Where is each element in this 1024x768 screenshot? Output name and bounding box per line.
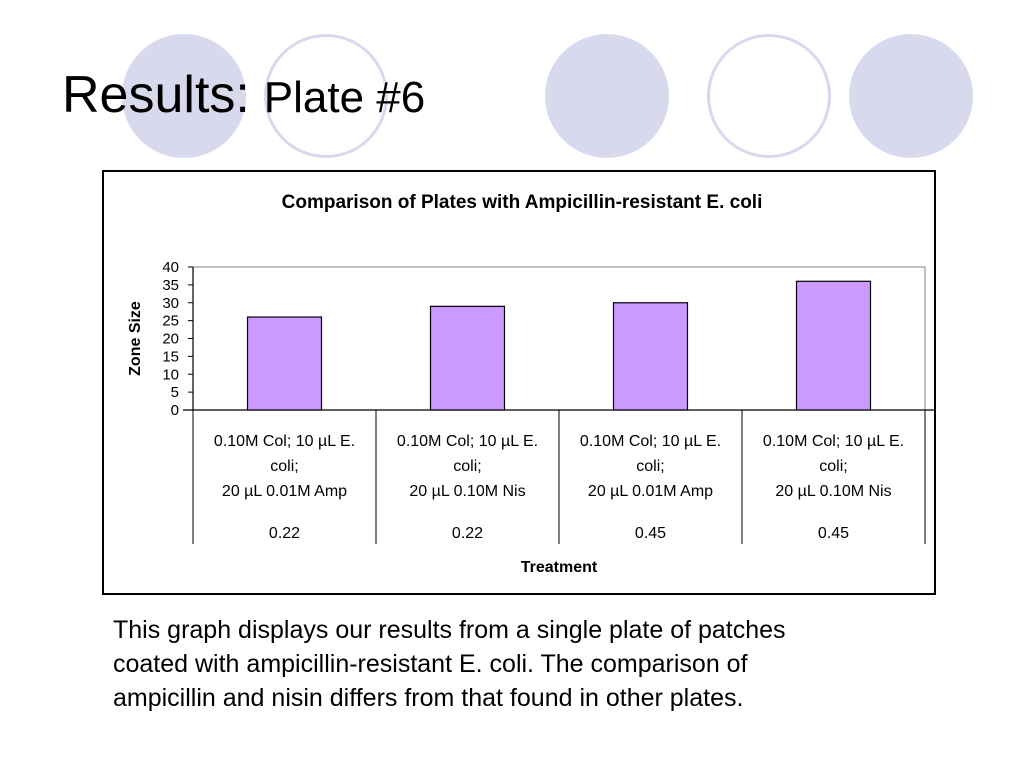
x-category-label: 0.10M Col; 10 µL E. bbox=[397, 433, 538, 450]
x-category-label: coli; bbox=[636, 458, 664, 475]
x-subcategory-label: 0.45 bbox=[635, 525, 666, 542]
decor-circle-4 bbox=[707, 34, 831, 158]
y-tick-label: 30 bbox=[162, 295, 179, 312]
decor-circle-2 bbox=[264, 34, 388, 158]
bar bbox=[795, 280, 872, 411]
caption-line: ampicillin and nisin differs from that f… bbox=[113, 684, 744, 712]
x-subcategory-label: 0.22 bbox=[269, 525, 300, 542]
caption: This graph displays our results from a s… bbox=[113, 613, 913, 715]
y-tick-label: 0 bbox=[171, 402, 179, 419]
x-category-label: 0.10M Col; 10 µL E. bbox=[580, 433, 721, 450]
chart-title: Comparison of Plates with Ampicillin-res… bbox=[282, 192, 763, 213]
x-subcategory-label: 0.45 bbox=[818, 525, 849, 542]
slide-title-main: Results: bbox=[62, 66, 250, 124]
x-category-label: coli; bbox=[453, 458, 481, 475]
caption-line: coated with ampicillin-resistant E. coli… bbox=[113, 650, 748, 678]
x-category-label: 20 µL 0.01M Amp bbox=[222, 483, 347, 500]
y-tick-label: 10 bbox=[162, 366, 179, 383]
x-axis-label: Treatment bbox=[521, 559, 598, 576]
caption-line: This graph displays our results from a s… bbox=[113, 616, 786, 644]
bar bbox=[612, 302, 689, 411]
y-axis-label: Zone Size bbox=[127, 301, 144, 376]
bar bbox=[429, 305, 506, 411]
chart-frame: Comparison of Plates with Ampicillin-res… bbox=[102, 170, 936, 595]
x-category-label: 0.10M Col; 10 µL E. bbox=[763, 433, 904, 450]
x-category-label: 20 µL 0.01M Amp bbox=[588, 483, 713, 500]
bar bbox=[246, 316, 323, 411]
decor-circle-1 bbox=[122, 34, 246, 158]
y-tick-label: 15 bbox=[162, 348, 179, 365]
x-category-label: coli; bbox=[270, 458, 298, 475]
y-tick-label: 5 bbox=[171, 384, 179, 401]
decor-circle-5 bbox=[849, 34, 973, 158]
y-tick-label: 25 bbox=[162, 313, 179, 330]
x-category-label: 0.10M Col; 10 µL E. bbox=[214, 433, 355, 450]
x-category-label: 20 µL 0.10M Nis bbox=[409, 483, 525, 500]
x-category-label: 20 µL 0.10M Nis bbox=[775, 483, 891, 500]
slide-title-sub: Plate #6 bbox=[263, 73, 426, 122]
x-category-label: coli; bbox=[819, 458, 847, 475]
slide-title: Results: Plate #6 bbox=[62, 64, 425, 129]
y-tick-label: 40 bbox=[162, 259, 179, 276]
x-subcategory-label: 0.22 bbox=[452, 525, 483, 542]
chart: Comparison of Plates with Ampicillin-res… bbox=[127, 192, 934, 576]
y-tick-label: 20 bbox=[162, 331, 179, 348]
y-tick-label: 35 bbox=[162, 277, 179, 294]
decor-circle-3 bbox=[545, 34, 669, 158]
